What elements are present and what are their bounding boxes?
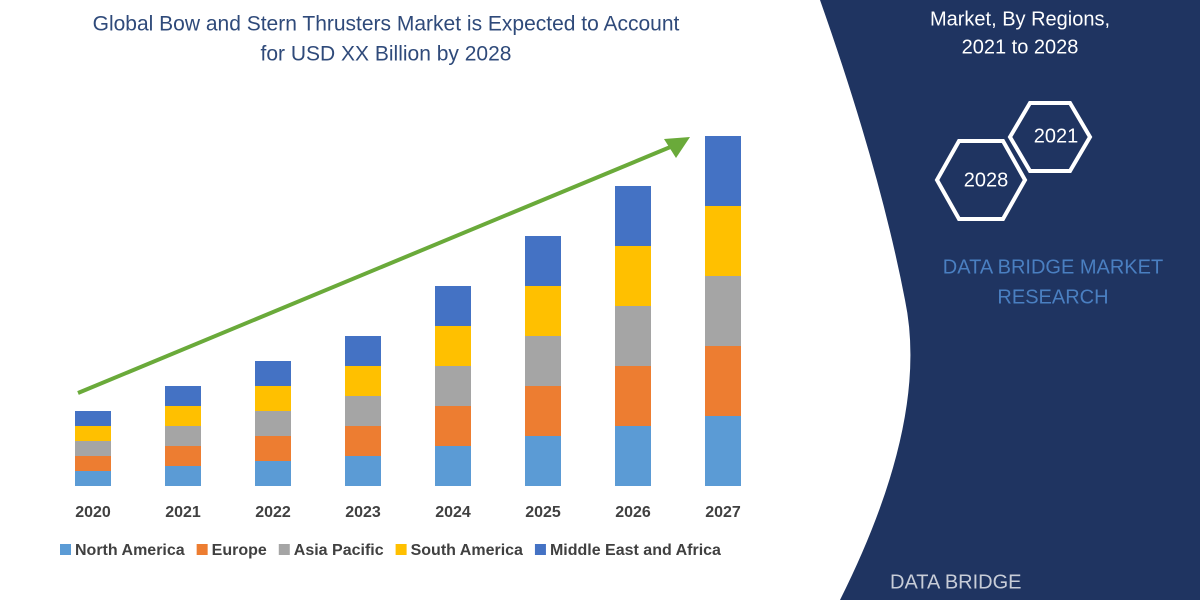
bar-segment — [435, 366, 471, 406]
bar-segment — [75, 441, 111, 456]
bar-segment — [165, 446, 201, 466]
bar-segment — [615, 246, 651, 306]
x-tick-label: 2021 — [165, 504, 201, 521]
bar-segment — [435, 406, 471, 446]
bar-segment — [165, 426, 201, 446]
bar-segment — [255, 436, 291, 461]
bar-segment — [525, 336, 561, 386]
legend-swatch — [278, 544, 290, 555]
legend-swatch — [395, 544, 407, 555]
bar-segment — [435, 446, 471, 486]
bar-segment — [705, 136, 741, 206]
bar-segment — [255, 361, 291, 386]
bar-segment — [525, 286, 561, 336]
x-tick-label: 2024 — [435, 504, 471, 521]
panel-heading: 2021 to 2028 — [962, 36, 1079, 58]
x-tick-label: 2025 — [525, 504, 561, 521]
trend-arrow — [77, 141, 681, 395]
bar-segment — [75, 426, 111, 441]
bar-segment — [345, 336, 381, 366]
chart-title: Global Bow and Stern Thrusters Market is… — [93, 13, 680, 36]
bar-segment — [255, 386, 291, 411]
brand-text: RESEARCH — [997, 286, 1108, 308]
bar-segment — [435, 326, 471, 366]
bar-segment — [345, 366, 381, 396]
legend-label: Middle East and Africa — [550, 542, 721, 559]
bar-segment — [435, 286, 471, 326]
bar-segment — [705, 206, 741, 276]
bar-segment — [75, 456, 111, 471]
x-tick-label: 2026 — [615, 504, 651, 521]
bar-segment — [615, 426, 651, 486]
panel-heading: Market, By Regions, — [930, 8, 1110, 30]
hexagon — [934, 139, 1028, 221]
bar-segment — [165, 466, 201, 486]
bar-segment — [705, 276, 741, 346]
hexagon-label: 2021 — [1034, 125, 1079, 147]
bar-segment — [75, 411, 111, 426]
bar-segment — [165, 386, 201, 406]
bar-segment — [705, 346, 741, 416]
x-tick-label: 2023 — [345, 504, 381, 521]
bar-segment — [165, 406, 201, 426]
bar-segment — [615, 306, 651, 366]
bar-segment — [255, 461, 291, 486]
bar-segment — [345, 426, 381, 456]
legend-label: Europe — [212, 542, 267, 559]
bar-segment — [255, 411, 291, 436]
bar-segment — [705, 416, 741, 486]
bar-segment — [345, 456, 381, 486]
bar-segment — [345, 396, 381, 426]
legend-swatch — [534, 544, 546, 555]
x-tick-label: 2027 — [705, 504, 741, 521]
legend-label: Asia Pacific — [294, 542, 384, 559]
side-panel — [820, 0, 1200, 600]
hexagon-label: 2028 — [964, 169, 1009, 191]
bar-segment — [615, 186, 651, 246]
legend-label: North America — [75, 542, 185, 559]
bar-segment — [525, 386, 561, 436]
x-tick-label: 2022 — [255, 504, 291, 521]
hexagon — [1007, 101, 1093, 173]
legend-swatch — [60, 544, 71, 555]
x-tick-label: 2020 — [75, 504, 111, 521]
logo: DATA BRIDGE — [890, 571, 1022, 593]
bar-segment — [75, 471, 111, 486]
bar-segment — [615, 366, 651, 426]
trend-arrow-head — [664, 137, 690, 158]
brand-text: DATA BRIDGE MARKET — [943, 256, 1163, 278]
chart-title: for USD XX Billion by 2028 — [261, 43, 512, 66]
legend-swatch — [196, 544, 208, 555]
bar-segment — [525, 436, 561, 486]
bar-segment — [525, 236, 561, 286]
legend-label: South America — [411, 542, 523, 559]
